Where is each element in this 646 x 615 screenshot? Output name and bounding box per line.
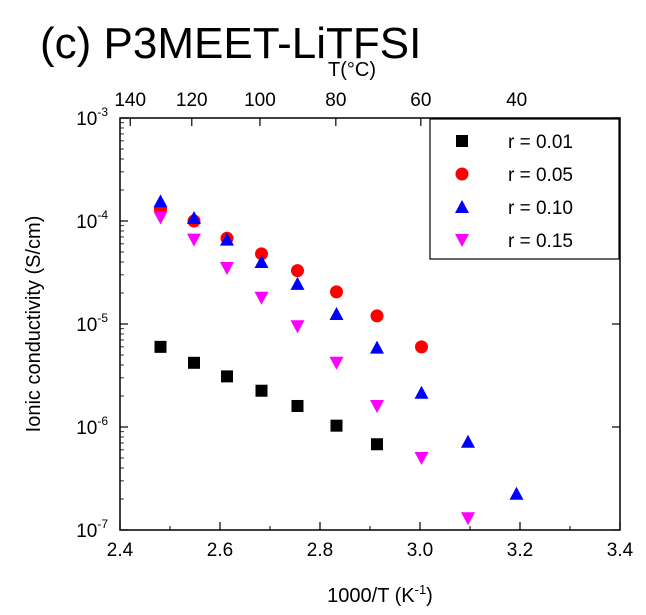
data-point	[414, 452, 429, 466]
data-point	[370, 340, 384, 354]
x-tick-label: 2.8	[307, 540, 333, 561]
data-points	[153, 194, 524, 526]
data-point	[329, 356, 344, 370]
y-tick-label: 10-4	[76, 208, 108, 233]
data-point	[153, 194, 168, 208]
data-point	[254, 254, 269, 268]
axis-ticks: 2.4 2.6 2.8 3.0 3.2 3.4 140 120 100 80 60 40 10-7 10-…	[76, 90, 633, 561]
data-point	[330, 419, 343, 432]
x-tick-label: 3.0	[407, 540, 433, 561]
top-tick-label: 100	[244, 90, 276, 111]
top-axis-label: T(°C)	[328, 59, 376, 81]
data-point	[370, 309, 384, 323]
data-point	[154, 340, 167, 353]
data-point	[221, 370, 233, 383]
legend-label: r = 0.15	[508, 231, 573, 252]
data-point	[290, 276, 305, 290]
series-3	[153, 211, 475, 526]
data-point	[187, 233, 201, 247]
data-point	[461, 434, 475, 448]
x-tick-label: 2.4	[107, 540, 134, 561]
y-axis-label: Ionic conductivity (S/cm)	[23, 216, 45, 433]
data-point	[415, 340, 428, 354]
data-point	[291, 399, 304, 412]
data-point	[291, 264, 304, 278]
y-tick-label: 10-6	[76, 414, 108, 439]
data-point	[461, 512, 475, 526]
legend-marker	[455, 200, 469, 213]
legend-label: r = 0.01	[508, 132, 573, 153]
top-tick-label: 120	[176, 90, 208, 111]
plot-area: 2.4 2.6 2.8 3.0 3.2 3.4 140 120 100 80 60 40 10-7 10-…	[76, 90, 633, 561]
data-point	[220, 261, 234, 275]
data-point	[153, 211, 168, 225]
legend-marker	[456, 135, 468, 147]
data-point	[370, 399, 384, 413]
data-point	[509, 486, 524, 500]
x-axis-label: 1000/T (K-1)	[327, 582, 433, 607]
legend-label: r = 0.05	[508, 165, 573, 186]
data-point	[255, 384, 268, 397]
y-tick-label: 10-5	[76, 311, 108, 336]
data-point	[255, 247, 268, 261]
top-tick-label: 80	[325, 90, 346, 111]
x-tick-label: 2.6	[207, 540, 233, 561]
y-tick-label: 10-7	[76, 517, 108, 542]
legend: r = 0.01 r = 0.05 r = 0.10 r = 0.15	[429, 118, 620, 260]
legend-label: r = 0.10	[508, 198, 573, 219]
data-point	[371, 438, 383, 451]
top-tick-label: 40	[506, 90, 527, 111]
top-tick-label: 60	[410, 90, 431, 111]
legend-marker	[455, 234, 469, 247]
data-point	[330, 285, 343, 299]
data-point	[188, 356, 200, 369]
series-0	[154, 340, 383, 451]
series-1	[154, 202, 428, 354]
y-tick-label: 10-3	[76, 105, 108, 130]
data-point	[329, 307, 344, 321]
series-2	[153, 194, 524, 500]
data-point	[414, 385, 429, 399]
legend-marker	[455, 167, 469, 181]
data-point	[187, 210, 201, 224]
top-tick-label: 140	[114, 90, 146, 111]
data-point	[254, 291, 269, 305]
x-tick-label: 3.2	[507, 540, 533, 561]
x-tick-label: 3.4	[607, 540, 634, 561]
data-point	[290, 320, 305, 334]
data-point	[220, 232, 234, 246]
chart-title: (c) P3MEET-LiTFSI	[40, 19, 421, 68]
